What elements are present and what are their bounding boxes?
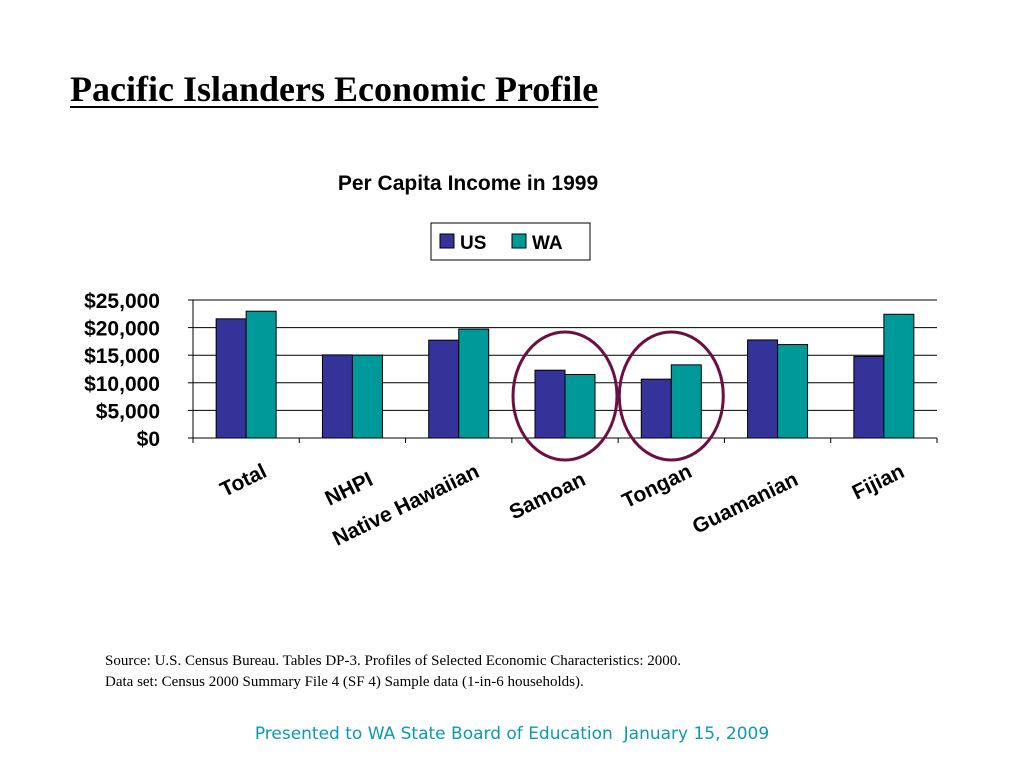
footer-text: Presented to WA State Board of Education… bbox=[254, 724, 770, 744]
bar-us-nhpi bbox=[321, 354, 353, 439]
slide-title: Pacific Islanders Economic Profile bbox=[70, 69, 599, 109]
highlight-circle-samoan bbox=[511, 330, 619, 462]
legend-label-us: US bbox=[460, 233, 486, 254]
bar-wa-tongan bbox=[670, 364, 702, 439]
y-tick-label: $25,000 bbox=[84, 290, 160, 313]
x-tick-label-native-hawaiian: Native Hawaiian bbox=[329, 460, 483, 551]
source-note: Source: U.S. Census Bureau. Tables DP-3.… bbox=[105, 651, 681, 693]
bar-wa-total bbox=[245, 310, 277, 439]
y-tick-label: $10,000 bbox=[84, 373, 160, 396]
x-tick-label-tongan: Tongan bbox=[619, 460, 696, 513]
x-tick-label-guamanian: Guamanian bbox=[689, 468, 802, 539]
bar-us-guamanian bbox=[747, 339, 779, 439]
x-tick-label-total: Total bbox=[217, 460, 271, 502]
chart-title: Per Capita Income in 1999 bbox=[338, 172, 598, 195]
bar-wa-nhpi bbox=[351, 354, 383, 439]
bar-us-samoan bbox=[534, 369, 566, 439]
bar-wa-native-hawaiian bbox=[458, 328, 490, 439]
y-tick-label: $0 bbox=[137, 428, 160, 451]
per-capita-income-chart: Per Capita Income in 1999 US WA $0 $5,000… bbox=[84, 172, 938, 551]
bar-wa-guamanian bbox=[777, 344, 809, 439]
legend-swatch-wa bbox=[511, 233, 527, 249]
legend-swatch-us bbox=[439, 233, 455, 249]
bar-us-native-hawaiian bbox=[428, 339, 460, 439]
x-tick-label-fijian: Fijian bbox=[849, 460, 908, 505]
source-line-1: Source: U.S. Census Bureau. Tables DP-3.… bbox=[105, 653, 682, 669]
bar-wa-fijian bbox=[883, 313, 915, 439]
y-tick-label: $20,000 bbox=[84, 318, 160, 341]
y-tick-label: $15,000 bbox=[84, 345, 160, 368]
x-tick-label-samoan: Samoan bbox=[506, 468, 590, 524]
highlight-circle-tongan bbox=[617, 330, 725, 462]
chart-legend: US WA bbox=[430, 222, 591, 261]
x-tick-label-nhpi: NHPI bbox=[321, 468, 376, 511]
source-line-2: Data set: Census 2000 Summary File 4 (SF… bbox=[105, 674, 584, 690]
legend-label-wa: WA bbox=[532, 233, 563, 254]
bar-wa-samoan bbox=[564, 373, 596, 439]
y-tick-label: $5,000 bbox=[96, 400, 160, 423]
legend-box bbox=[430, 222, 591, 261]
bar-us-fijian bbox=[853, 355, 885, 439]
bar-us-tongan bbox=[640, 378, 672, 439]
bar-us-total bbox=[215, 318, 247, 439]
